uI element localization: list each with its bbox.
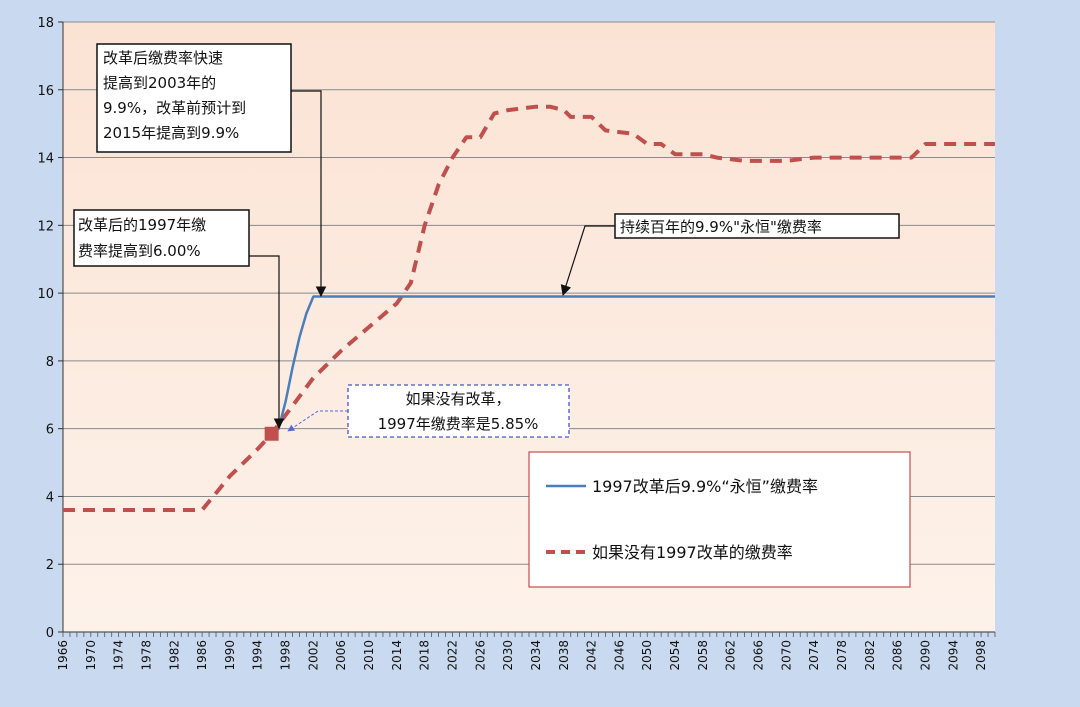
x-tick-label: 2022: [445, 640, 459, 671]
annotation-box-2: 改革后的1997年缴 费率提高到6.00%: [73, 209, 250, 267]
x-tick-label: 2058: [696, 640, 710, 671]
annotation-1-line-4: 2015年提高到9.9%: [103, 124, 239, 142]
x-tick-label: 2090: [918, 640, 932, 671]
annotation-1-line-3: 9.9%，改革前预计到: [103, 99, 246, 117]
x-tick-label: 2018: [418, 640, 432, 671]
y-tick-label: 10: [37, 287, 54, 302]
x-tick-label: 2034: [529, 640, 543, 671]
x-tick-label: 2014: [390, 640, 404, 671]
x-tick-label: 2006: [334, 640, 348, 671]
x-tick-label: 1966: [56, 640, 70, 671]
legend-label-noreform: 如果没有1997改革的缴费率: [592, 543, 793, 562]
annotation-box-1: 改革后缴费率快速 提高到2003年的 9.9%，改革前预计到 2015年提高到9…: [96, 43, 292, 153]
x-tick-label: 2070: [779, 640, 793, 671]
x-tick-label: 2042: [585, 640, 599, 671]
annotation-1-line-2: 提高到2003年的: [103, 74, 216, 92]
annotation-4-line-1: 如果没有改革，: [405, 390, 510, 408]
x-tick-label: 2046: [612, 640, 626, 671]
x-tick-label: 1982: [167, 640, 181, 671]
x-tick-label: 2094: [946, 640, 960, 671]
y-tick-label: 16: [37, 84, 54, 99]
x-tick-label: 2062: [724, 640, 738, 671]
x-tick-label: 2054: [668, 640, 682, 671]
annotation-2-line-1: 改革后的1997年缴: [78, 216, 206, 234]
series-line-no-reform: [63, 104, 995, 512]
x-axis: 1966 1970 1974 1978 1982 1986 1990 1994 1998 2002…: [56, 631, 996, 671]
x-tick-label: 1978: [139, 640, 153, 671]
legend-label-reform: 1997改革后9.9%“永恒”缴费率: [592, 477, 818, 496]
y-tick-label: 2: [46, 558, 54, 573]
x-tick-label: 1974: [112, 640, 126, 671]
x-tick-label: 2098: [974, 640, 988, 671]
markers: [264, 426, 279, 441]
y-tick-label: 12: [37, 219, 54, 234]
annotation-2-arrow: [249, 255, 285, 430]
annotation-3-arrow: [560, 225, 615, 297]
y-tick-label: 14: [37, 152, 54, 167]
x-tick-label: 2074: [807, 640, 821, 671]
x-tick-label: 2078: [835, 640, 849, 671]
annotation-4-line-2: 1997年缴费率是5.85%: [378, 415, 539, 433]
x-tick-label: 2026: [473, 640, 487, 671]
y-tick-label: 8: [46, 355, 54, 370]
x-tick-label: 1998: [279, 640, 293, 671]
annotation-2-line-2: 费率提高到6.00%: [78, 242, 201, 260]
y-axis: 0 2 4 6 8 10 12 14 16 18: [37, 16, 64, 641]
annotation-box-4: 如果没有改革， 1997年缴费率是5.85%: [347, 384, 570, 438]
x-tick-label: 1990: [223, 640, 237, 671]
annotation-1-arrow: [291, 90, 327, 298]
y-tick-label: 4: [46, 490, 54, 505]
x-tick-label: 2082: [863, 640, 877, 671]
x-tick-label: 2010: [362, 640, 376, 671]
annotation-4-arrow: [287, 410, 348, 432]
x-tick-label: 2086: [891, 640, 905, 671]
data-point-marker: [264, 426, 279, 441]
x-tick-label: 1994: [251, 640, 265, 671]
y-tick-label: 0: [46, 626, 54, 641]
y-tick-label: 18: [37, 16, 54, 31]
annotation-1-line-1: 改革后缴费率快速: [103, 49, 223, 67]
x-tick-label: 2030: [501, 640, 515, 671]
x-tick-label: 1986: [195, 640, 209, 671]
x-tick-label: 2050: [640, 640, 654, 671]
x-tick-label: 2002: [306, 640, 320, 671]
annotation-box-3: 持续百年的9.9%"永恒"缴费率: [614, 213, 900, 239]
x-tick-label: 2066: [752, 640, 766, 671]
annotation-3-text: 持续百年的9.9%"永恒"缴费率: [620, 218, 822, 236]
x-tick-label: 1970: [84, 640, 98, 671]
y-tick-label: 6: [46, 423, 54, 438]
legend: 1997改革后9.9%“永恒”缴费率 如果没有1997改革的缴费率: [528, 451, 911, 588]
x-tick-label: 2038: [557, 640, 571, 671]
